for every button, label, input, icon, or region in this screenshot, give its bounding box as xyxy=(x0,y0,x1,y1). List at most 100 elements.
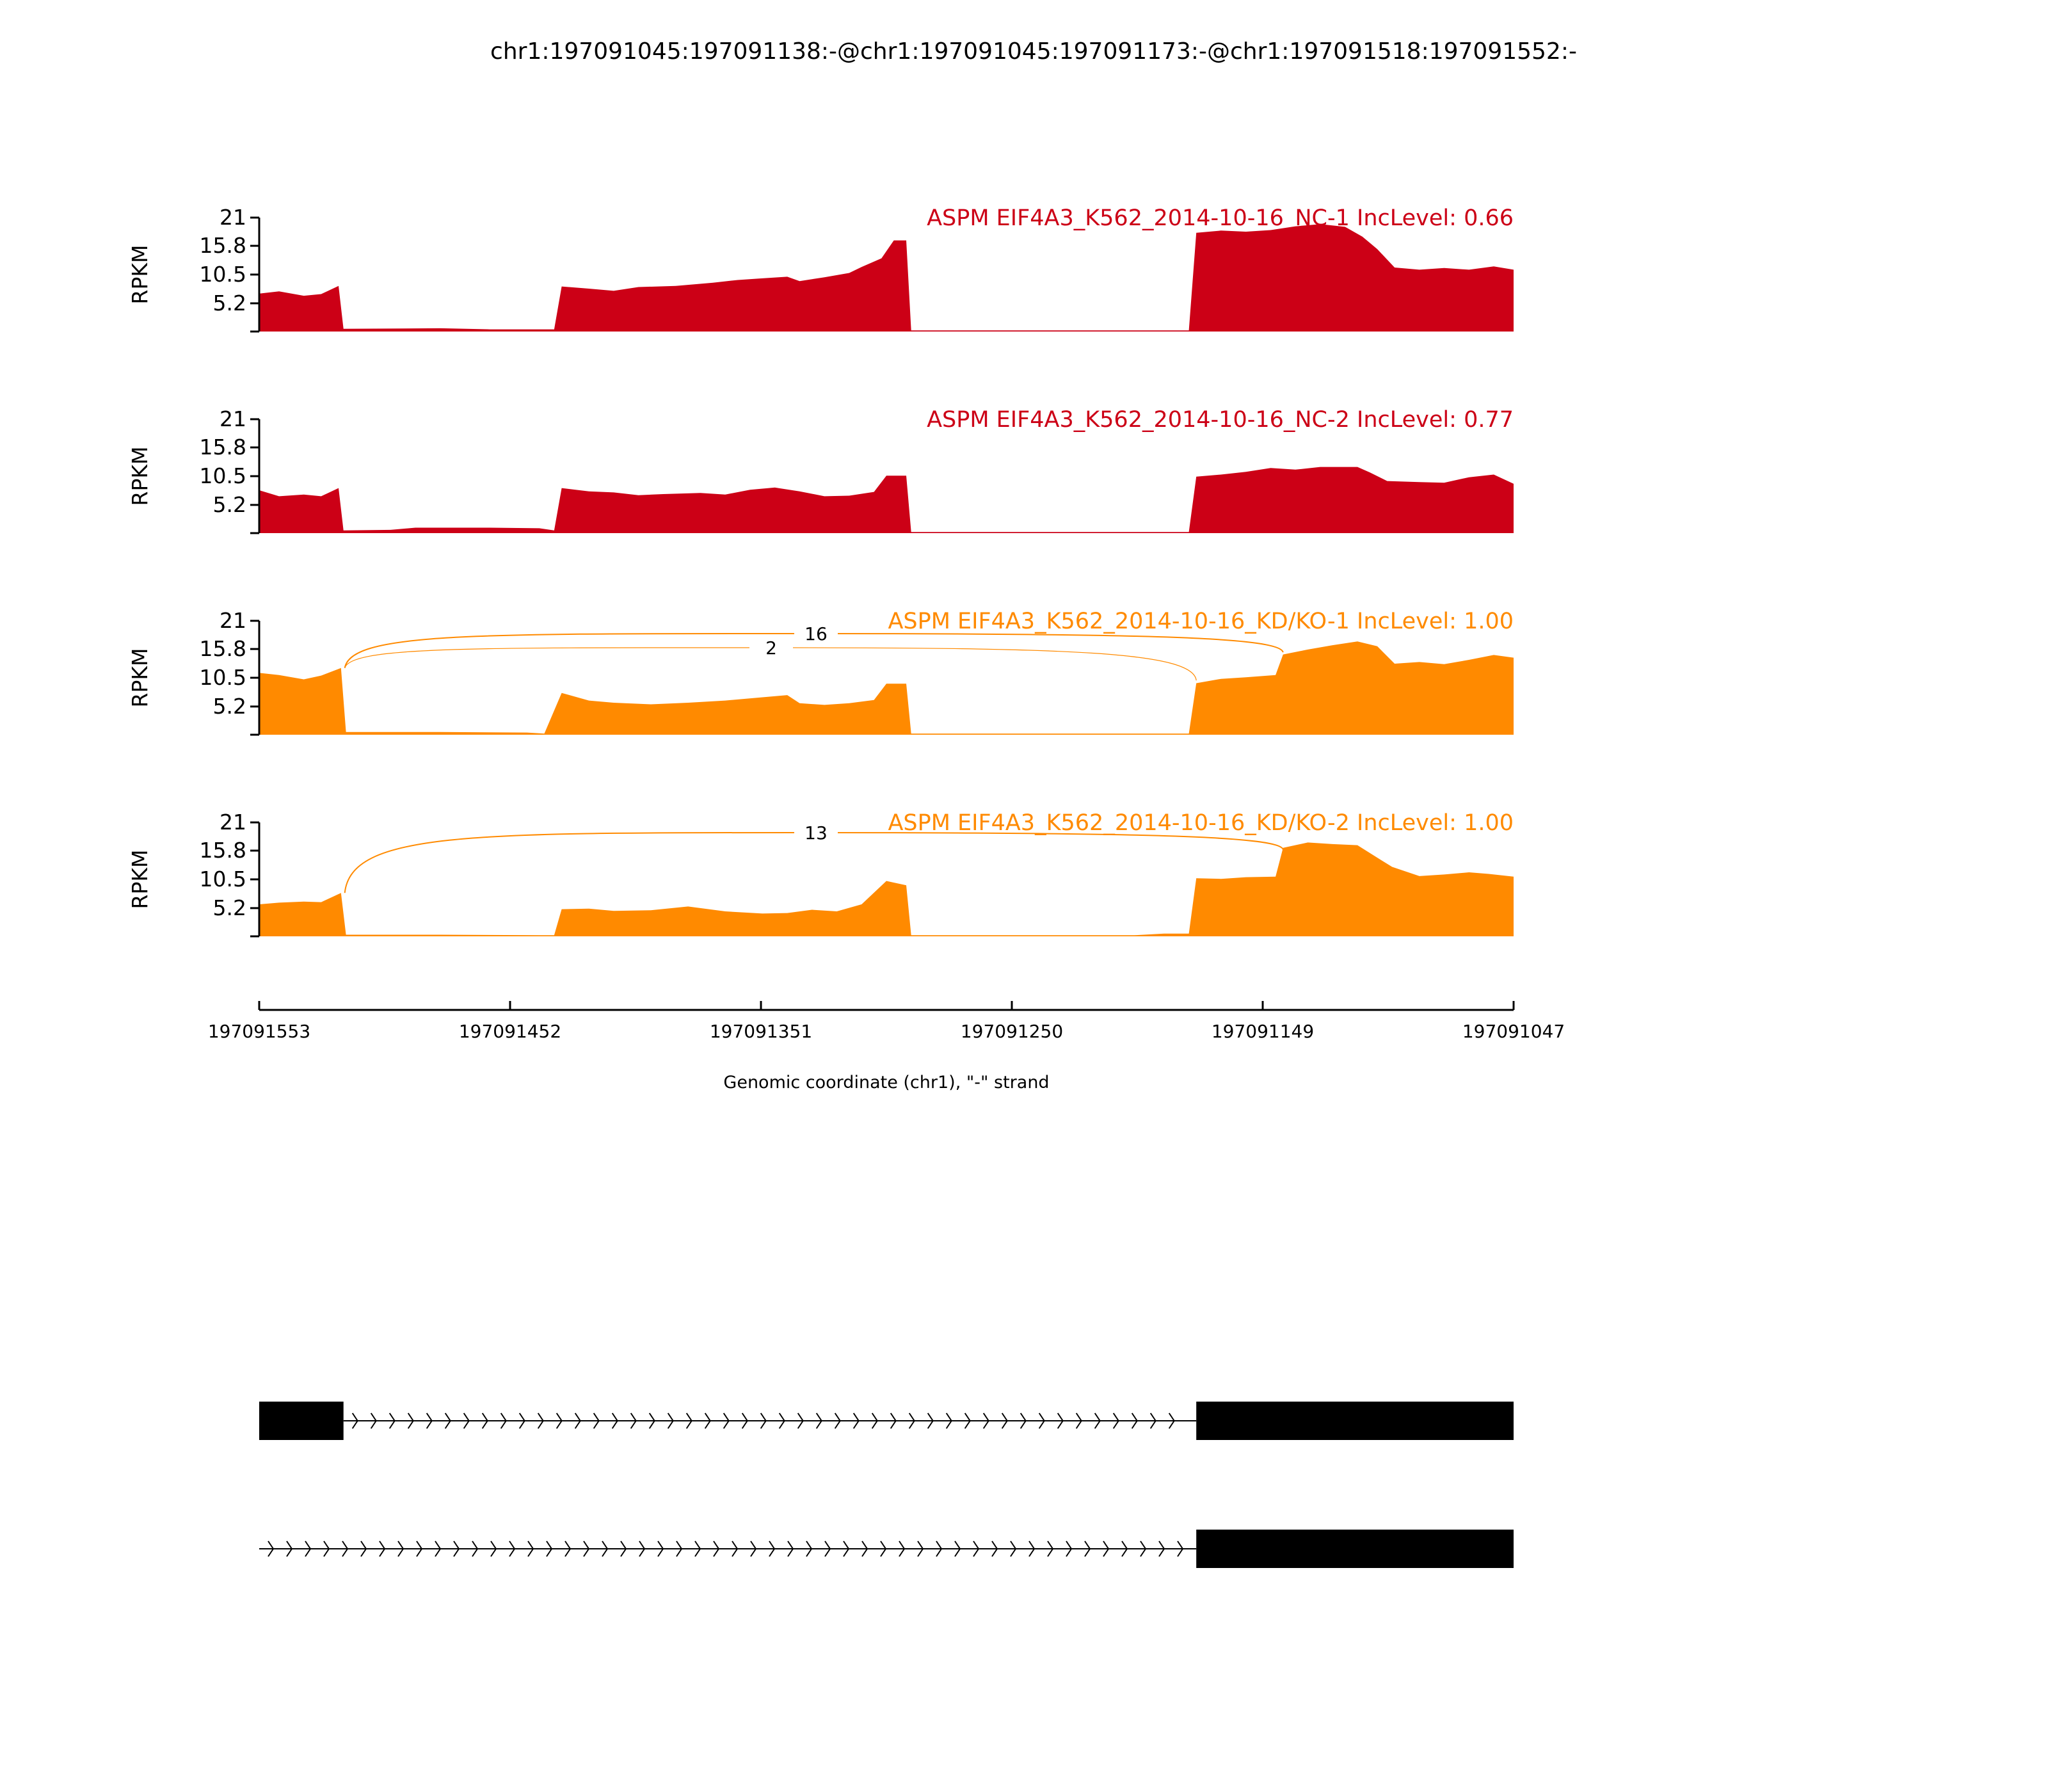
strand-arrow xyxy=(564,1540,572,1557)
y-tick-label: 21 xyxy=(220,810,246,835)
strand-arrow xyxy=(518,1412,525,1429)
y-tick-label: 15.8 xyxy=(200,233,246,258)
strand-arrow xyxy=(741,1412,748,1429)
strand-arrow xyxy=(806,1540,813,1557)
strand-arrow xyxy=(379,1540,386,1557)
x-tick-label: 197091047 xyxy=(1462,1021,1565,1042)
strand-arrow xyxy=(397,1540,404,1557)
strand-arrow xyxy=(908,1412,915,1429)
strand-arrow xyxy=(890,1412,897,1429)
y-tick-label: 10.5 xyxy=(200,463,246,488)
strand-arrow xyxy=(927,1412,934,1429)
y-tick-label: 10.5 xyxy=(200,665,246,690)
y-tick-label: 21 xyxy=(220,608,246,633)
strand-arrow xyxy=(936,1540,943,1557)
strand-arrow xyxy=(453,1540,460,1557)
strand-arrow xyxy=(778,1412,785,1429)
strand-arrow xyxy=(305,1540,312,1557)
strand-arrow xyxy=(630,1412,637,1429)
strand-arrow xyxy=(843,1540,850,1557)
x-axis: 197091553 197091452 197091351 197091250 1970… xyxy=(208,1001,1565,1042)
strand-arrow xyxy=(1075,1412,1082,1429)
series-label: ASPM EIF4A3_K562_2014-10-16_NC-2 IncLeve… xyxy=(927,407,1514,433)
isoform-model xyxy=(259,1530,1514,1568)
x-tick-label: 197091250 xyxy=(961,1021,1063,1042)
y-axis-label: RPKM xyxy=(127,648,152,708)
strand-arrow xyxy=(824,1540,831,1557)
strand-arrow xyxy=(871,1412,878,1429)
chart-title: chr1:197091045:197091138:-@chr1:19709104… xyxy=(490,38,1577,65)
strand-arrow xyxy=(834,1412,841,1429)
y-tick-label: 21 xyxy=(220,406,246,431)
strand-arrow xyxy=(342,1540,349,1557)
strand-arrow xyxy=(537,1412,544,1429)
x-tick-label: 197091553 xyxy=(208,1021,310,1042)
series-label: ASPM EIF4A3_K562_2014-10-16_KD/KO-1 IncL… xyxy=(888,609,1514,634)
y-tick-label: 10.5 xyxy=(200,262,246,287)
strand-arrow xyxy=(639,1540,646,1557)
y-axis-label: RPKM xyxy=(127,245,152,305)
strand-arrow xyxy=(750,1540,757,1557)
x-axis-label: Genomic coordinate (chr1), "-" strand xyxy=(723,1073,1049,1092)
strand-arrow xyxy=(760,1412,767,1429)
strand-arrow xyxy=(463,1412,470,1429)
strand-arrow xyxy=(527,1540,534,1557)
strand-arrow xyxy=(1094,1412,1101,1429)
strand-arrow xyxy=(435,1540,442,1557)
coverage-area xyxy=(259,842,1514,936)
coverage-area xyxy=(259,467,1514,533)
strand-arrow xyxy=(351,1412,358,1429)
x-tick-label: 197091351 xyxy=(710,1021,812,1042)
coverage-track: 5.2 10.5 15.8 21 RPKM ASPM EIF4A3_K562_2014-1… xyxy=(127,608,1514,736)
strand-arrow xyxy=(611,1412,618,1429)
strand-arrow xyxy=(880,1540,887,1557)
strand-arrow xyxy=(509,1540,516,1557)
coverage-track: 5.2 10.5 15.8 21 RPKM ASPM EIF4A3_K562_2014-1… xyxy=(127,406,1514,534)
strand-arrow xyxy=(899,1540,906,1557)
coverage-area xyxy=(259,224,1514,332)
series-label: ASPM EIF4A3_K562_2014-10-16_KD/KO-2 IncL… xyxy=(888,810,1514,836)
isoform-diagram xyxy=(259,1402,1514,1568)
strand-arrow xyxy=(797,1412,804,1429)
strand-arrow xyxy=(723,1412,730,1429)
strand-arrow xyxy=(407,1412,414,1429)
y-tick-label: 5.2 xyxy=(213,492,246,517)
strand-arrow xyxy=(1103,1540,1110,1557)
y-tick-label: 10.5 xyxy=(200,867,246,892)
strand-arrow xyxy=(360,1540,367,1557)
coverage-track: 5.2 10.5 15.8 21 RPKM ASPM EIF4A3_K562_2014-1… xyxy=(127,205,1514,333)
strand-arrow xyxy=(1140,1540,1147,1557)
coverage-area xyxy=(259,641,1514,735)
strand-arrow xyxy=(917,1540,924,1557)
strand-arrow xyxy=(546,1540,553,1557)
junction-label-bg xyxy=(794,623,838,644)
strand-arrow xyxy=(713,1540,720,1557)
junction-count-label: 2 xyxy=(765,637,777,659)
strand-arrow xyxy=(1066,1540,1073,1557)
strand-arrow xyxy=(574,1412,581,1429)
strand-arrow xyxy=(1121,1540,1128,1557)
exon-block xyxy=(259,1402,344,1440)
strand-arrow xyxy=(945,1412,952,1429)
y-axis-label: RPKM xyxy=(127,850,152,909)
junction-count-label: 13 xyxy=(804,822,828,844)
strand-arrow xyxy=(370,1412,377,1429)
strand-arrow xyxy=(787,1540,794,1557)
strand-arrow xyxy=(426,1412,433,1429)
strand-arrow xyxy=(500,1412,507,1429)
strand-arrow xyxy=(268,1540,275,1557)
strand-arrow xyxy=(593,1412,600,1429)
strand-arrow xyxy=(732,1540,739,1557)
y-tick-label: 5.2 xyxy=(213,895,246,920)
strand-arrow xyxy=(1168,1412,1175,1429)
strand-arrow xyxy=(769,1540,776,1557)
x-tick-label: 197091452 xyxy=(459,1021,561,1042)
strand-arrow xyxy=(1158,1540,1165,1557)
y-tick-label: 21 xyxy=(220,205,246,230)
strand-arrow xyxy=(1177,1540,1184,1557)
strand-arrow xyxy=(1112,1412,1119,1429)
strand-arrow xyxy=(286,1540,293,1557)
strand-arrow xyxy=(667,1412,674,1429)
strand-arrow xyxy=(1038,1412,1045,1429)
